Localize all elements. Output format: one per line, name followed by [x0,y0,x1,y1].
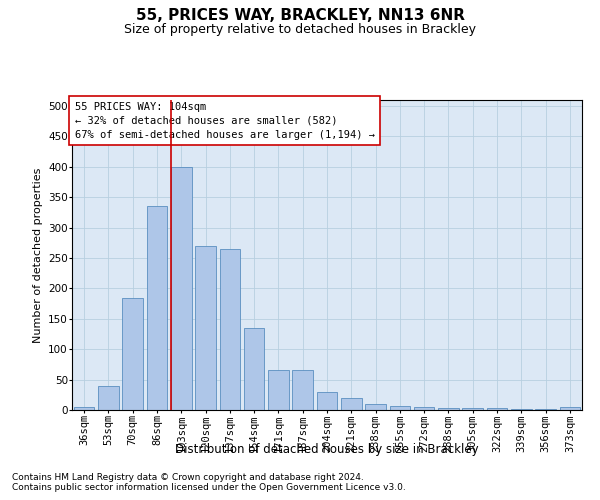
Bar [341,398,362,410]
Bar [560,407,580,410]
Bar [268,370,289,410]
Text: 55, PRICES WAY, BRACKLEY, NN13 6NR: 55, PRICES WAY, BRACKLEY, NN13 6NR [136,8,464,22]
Y-axis label: Number of detached properties: Number of detached properties [32,168,43,342]
Bar [535,409,556,410]
Bar [463,408,483,410]
Bar [195,246,216,410]
Text: Contains public sector information licensed under the Open Government Licence v3: Contains public sector information licen… [12,484,406,492]
Bar [98,386,119,410]
Bar [146,206,167,410]
Bar [414,407,434,410]
Bar [365,404,386,410]
Bar [511,409,532,410]
Bar [74,407,94,410]
Text: Contains HM Land Registry data © Crown copyright and database right 2024.: Contains HM Land Registry data © Crown c… [12,472,364,482]
Text: Distribution of detached houses by size in Brackley: Distribution of detached houses by size … [175,442,479,456]
Text: 55 PRICES WAY: 104sqm
← 32% of detached houses are smaller (582)
67% of semi-det: 55 PRICES WAY: 104sqm ← 32% of detached … [74,102,374,140]
Bar [389,406,410,410]
Bar [487,408,508,410]
Bar [292,370,313,410]
Bar [122,298,143,410]
Bar [244,328,265,410]
Bar [438,408,459,410]
Bar [171,167,191,410]
Text: Size of property relative to detached houses in Brackley: Size of property relative to detached ho… [124,22,476,36]
Bar [220,249,240,410]
Bar [317,392,337,410]
